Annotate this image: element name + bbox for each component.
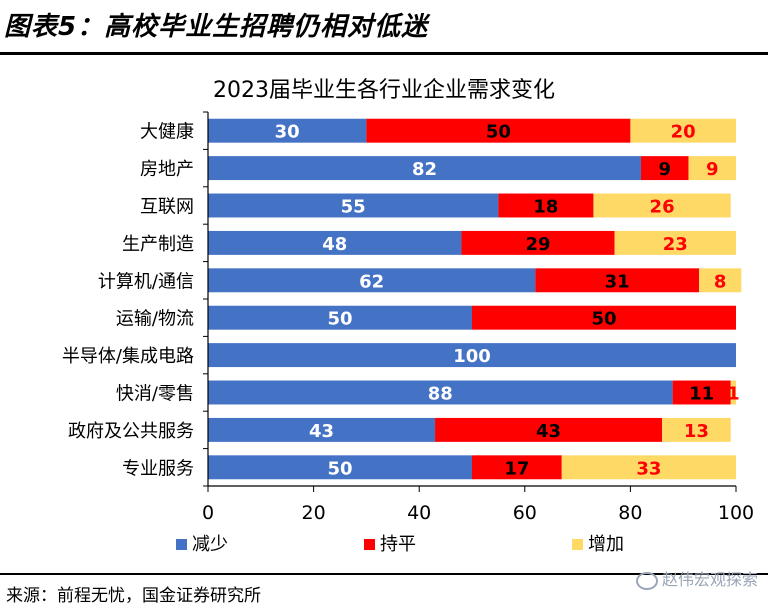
data-label: 88 (428, 384, 453, 405)
data-label: 23 (663, 234, 688, 255)
bar-segment (208, 417, 436, 442)
data-label: 43 (309, 421, 334, 442)
bar-segment (366, 118, 631, 143)
bar-segment (561, 455, 736, 480)
category-label: 政府及公共服务 (68, 421, 194, 442)
data-label: 11 (689, 384, 714, 405)
category-label: 互联网 (140, 197, 194, 218)
x-tick-label: 80 (618, 502, 642, 524)
category-label: 运输/物流 (116, 309, 194, 330)
bar-segment (472, 455, 562, 480)
legend-swatch (176, 539, 187, 550)
bar-segment (208, 193, 499, 218)
bar-segment (208, 230, 462, 255)
chart-title: 2023届毕业生各行业企业需求变化 (213, 78, 555, 103)
category-label: 大健康 (140, 122, 194, 143)
bar-segment (208, 305, 472, 330)
bar-segment (640, 156, 689, 181)
source-note: 来源：前程无忧，国金证券研究所 (6, 586, 261, 606)
category-label: 房地产 (140, 159, 194, 180)
data-label: 50 (327, 458, 352, 479)
x-tick-label: 40 (407, 502, 431, 524)
data-label: 29 (525, 234, 550, 255)
bar-segment (435, 417, 663, 442)
data-label: 55 (341, 197, 366, 218)
data-label: 9 (706, 159, 719, 180)
header-rule (0, 52, 768, 55)
data-label: 62 (359, 271, 384, 292)
bar-segment (699, 268, 742, 293)
x-tick-label: 60 (513, 502, 537, 524)
data-label: 82 (412, 159, 437, 180)
data-label: 50 (327, 309, 352, 330)
bar-segment (208, 118, 367, 143)
data-label: 20 (671, 122, 696, 143)
bar-segment (472, 305, 736, 330)
header-title: 图表5：高校毕业生招聘仍相对低迷 (4, 12, 429, 42)
legend-label: 减少 (192, 534, 228, 555)
data-label: 33 (636, 458, 661, 479)
bar-segment (535, 268, 700, 293)
data-label: 50 (591, 309, 616, 330)
bar-segment (208, 156, 641, 181)
data-label: 18 (533, 197, 558, 218)
bar-segment (208, 268, 536, 293)
category-label: 半导体/集成电路 (62, 346, 194, 367)
data-label: 43 (536, 421, 561, 442)
data-label: 100 (453, 346, 491, 367)
data-label: 31 (605, 271, 630, 292)
bar-segment (208, 455, 472, 480)
bar-segment (688, 156, 736, 181)
legend-swatch (364, 539, 375, 550)
bar-segment (593, 193, 731, 218)
category-label: 专业服务 (122, 458, 194, 479)
data-label: 9 (658, 159, 671, 180)
x-tick-label: 0 (202, 502, 214, 524)
category-label: 计算机/通信 (98, 271, 194, 292)
legend-label: 持平 (380, 534, 416, 555)
watermark-text: 赵伟宏观探索 (661, 570, 758, 589)
data-label: 17 (504, 458, 529, 479)
bar-segment (672, 380, 731, 405)
legend-swatch (572, 539, 583, 550)
category-label: 快消/零售 (116, 384, 194, 405)
bar-segment (461, 230, 615, 255)
x-tick-label: 100 (718, 502, 754, 524)
data-label: 8 (714, 271, 727, 292)
wechat-icon (635, 571, 658, 590)
legend-label: 增加 (588, 534, 624, 555)
data-label: 50 (486, 122, 511, 143)
watermark: 赵伟宏观探索 (635, 566, 758, 590)
bar-segment (630, 118, 736, 143)
bar-segment (208, 380, 673, 405)
bar-segment (730, 380, 736, 405)
x-tick-label: 20 (302, 502, 326, 524)
bar-segment (498, 193, 594, 218)
data-label: 48 (322, 234, 347, 255)
footer-rule (0, 573, 768, 575)
bar-segment (208, 343, 736, 368)
data-label: 26 (650, 197, 675, 218)
category-label: 生产制造 (122, 234, 194, 255)
data-label: 1 (727, 384, 740, 405)
bar-segment (614, 230, 736, 255)
data-label: 30 (275, 122, 300, 143)
data-label: 13 (684, 421, 709, 442)
bar-segment (662, 417, 731, 442)
